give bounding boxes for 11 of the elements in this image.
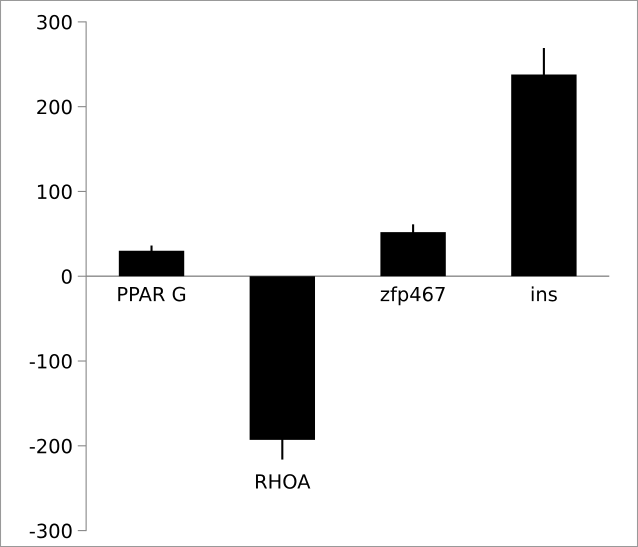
x-tick-label: RHOA xyxy=(256,474,310,489)
y-tick-label: 300 xyxy=(37,14,72,30)
y-tick-label: 100 xyxy=(38,184,72,200)
y-tick-label: -100 xyxy=(30,354,72,369)
x-tick-label: zfp467 xyxy=(380,286,445,306)
x-tick-label: ins xyxy=(532,286,557,302)
y-tick-label: -300 xyxy=(30,524,72,538)
y-tick-label: 200 xyxy=(37,100,72,114)
y-tick-label: 0 xyxy=(62,269,72,284)
y-tick-label: -200 xyxy=(30,438,72,454)
x-tick-label: PPAR G xyxy=(118,286,186,302)
